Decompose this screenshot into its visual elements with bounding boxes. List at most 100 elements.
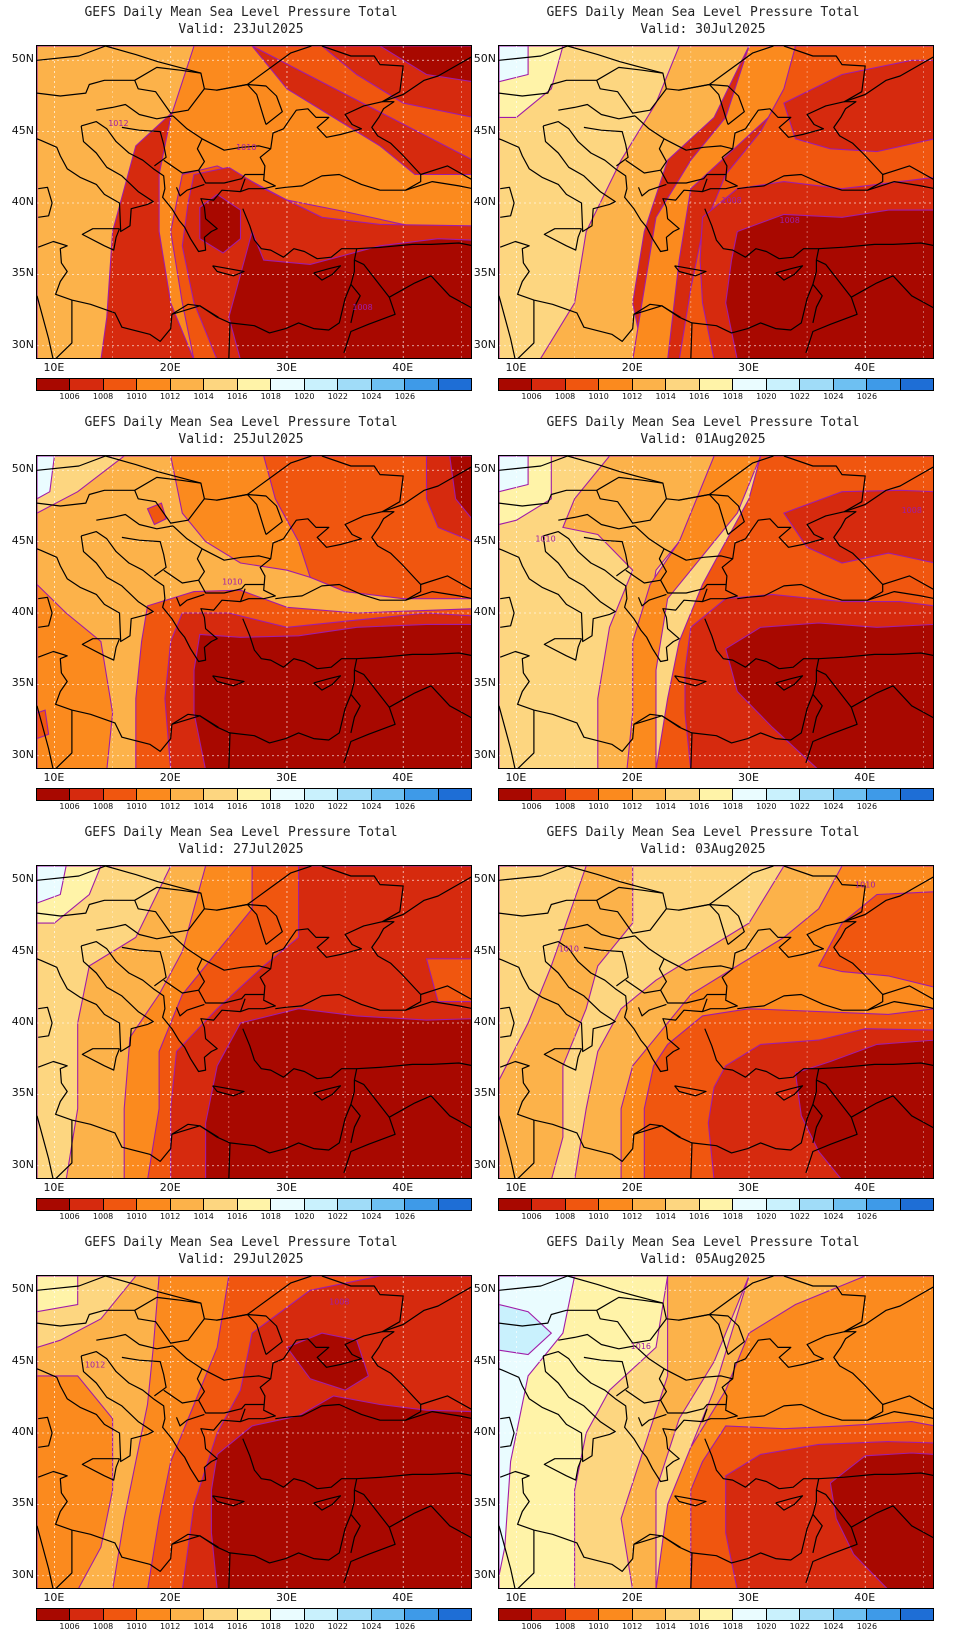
longitude-label: 20E bbox=[159, 771, 181, 784]
coastline-border bbox=[867, 1001, 933, 1011]
pressure-map-svg: 1016 bbox=[499, 1276, 933, 1588]
coastline-border bbox=[690, 732, 693, 768]
coastline-border bbox=[55, 1120, 73, 1178]
coastline-border bbox=[677, 903, 729, 945]
coastline-border bbox=[212, 1495, 245, 1507]
coastline-border bbox=[690, 322, 693, 358]
coastline-border bbox=[583, 126, 629, 167]
longitude-label: 30E bbox=[737, 1591, 759, 1604]
colorbar-swatch bbox=[632, 1609, 667, 1620]
colorbar-swatch bbox=[103, 789, 138, 800]
colorbar-label: 1016 bbox=[227, 1212, 248, 1221]
colorbar-label: 1026 bbox=[856, 1212, 878, 1221]
coastline-border bbox=[499, 1115, 516, 1178]
colorbar-swatch bbox=[237, 1609, 272, 1620]
map-panel: GEFS Daily Mean Sea Level Pressure Total… bbox=[462, 1230, 944, 1640]
latitude-label: 45N bbox=[11, 1353, 34, 1367]
coastline-border bbox=[37, 618, 358, 752]
coastline-border bbox=[134, 1310, 205, 1344]
latitude-label: 40N bbox=[11, 1015, 34, 1028]
coastline-border bbox=[543, 101, 884, 253]
colorbar-label: 1026 bbox=[394, 1622, 416, 1631]
colorbar-swatch bbox=[304, 379, 339, 390]
coastline-border bbox=[674, 1085, 707, 1097]
latitude-label: 35N bbox=[473, 1086, 496, 1100]
coastline-border bbox=[37, 1028, 358, 1162]
coastline-border bbox=[356, 1062, 471, 1070]
colorbar-swatch bbox=[766, 1199, 801, 1210]
pressure-map-svg: 1012 1010 1008 bbox=[37, 46, 471, 358]
colorbar-swatch bbox=[900, 379, 934, 390]
coastline-border bbox=[663, 958, 733, 971]
contour-label: 1008 bbox=[329, 1298, 349, 1307]
coastline-border bbox=[637, 183, 667, 197]
coastline-border bbox=[343, 1117, 396, 1174]
colorbar-swatch bbox=[371, 1199, 406, 1210]
coastline-border bbox=[500, 1006, 515, 1038]
coastline-border bbox=[892, 1095, 933, 1129]
colorbar-swatch bbox=[103, 1199, 138, 1210]
coastline-border bbox=[313, 675, 342, 691]
colorbar-label: 1020 bbox=[756, 392, 777, 401]
colorbar-label: 1006 bbox=[521, 1212, 542, 1221]
coastline-border bbox=[343, 1527, 396, 1584]
longitude-label: 20E bbox=[621, 1181, 643, 1194]
coastline-border bbox=[134, 900, 205, 934]
coastline-border bbox=[81, 1458, 121, 1481]
coastline-border bbox=[709, 866, 774, 905]
coastline-border bbox=[709, 456, 774, 495]
contour-label: 1012 bbox=[85, 1360, 105, 1369]
colorbar-label: 1006 bbox=[59, 1212, 80, 1221]
coastline-border bbox=[198, 579, 264, 594]
colorbar-swatch bbox=[170, 1609, 205, 1620]
colorbar-label: 1012 bbox=[621, 392, 643, 401]
colorbar-swatch bbox=[599, 1609, 633, 1620]
colorbar-label: 1020 bbox=[756, 802, 777, 811]
colorbar-label: 1026 bbox=[856, 802, 878, 811]
coastline-border bbox=[313, 1495, 342, 1511]
pressure-contour-fill bbox=[725, 209, 933, 358]
colorbar-swatch bbox=[699, 1609, 734, 1620]
latitude-label: 40N bbox=[473, 1425, 496, 1438]
longitude-label: 10E bbox=[505, 771, 527, 784]
pressure-contour-fill bbox=[499, 1303, 553, 1356]
colorbar-swatch bbox=[666, 1609, 700, 1620]
latitude-label: 35N bbox=[11, 266, 34, 280]
latitude-label: 35N bbox=[473, 1496, 496, 1510]
colorbar-label: 1020 bbox=[756, 1622, 777, 1631]
latitude-label: 30N bbox=[11, 337, 34, 351]
contour-label: 1010 bbox=[236, 143, 256, 152]
latitude-label: 50N bbox=[473, 872, 496, 886]
coastline-border bbox=[543, 921, 884, 1073]
coastline-border bbox=[81, 921, 422, 1073]
contour-label: 1008 bbox=[721, 196, 741, 205]
colorbar-swatch bbox=[438, 379, 472, 390]
colorbar-label: 1010 bbox=[588, 392, 609, 401]
coastline-border bbox=[596, 900, 667, 934]
latitude-label: 40N bbox=[11, 1425, 34, 1438]
colorbar-swatch bbox=[900, 1199, 934, 1210]
coastline-border bbox=[37, 66, 283, 125]
colorbar-swatch bbox=[699, 379, 734, 390]
panel-title: GEFS Daily Mean Sea Level Pressure Total bbox=[546, 415, 860, 430]
colorbar-label: 1024 bbox=[823, 392, 844, 401]
coastline-border bbox=[405, 591, 471, 601]
coastline-border bbox=[215, 903, 267, 945]
pressure-contour-fill bbox=[499, 456, 529, 493]
latitude-label: 30N bbox=[473, 1567, 496, 1581]
coastline-border bbox=[171, 305, 219, 318]
coastline-border bbox=[812, 284, 823, 324]
coastline-border bbox=[818, 242, 933, 250]
colorbar-swatch bbox=[304, 789, 339, 800]
latitude-label: 30N bbox=[11, 1567, 34, 1581]
colorbar-swatch bbox=[800, 789, 834, 800]
colorbar-label: 1016 bbox=[689, 1622, 710, 1631]
pressure-contour-fill bbox=[205, 1008, 471, 1178]
coastline-border bbox=[499, 945, 616, 1053]
coastline-border bbox=[812, 1104, 823, 1144]
coastline-border bbox=[867, 1411, 933, 1421]
coastline-border bbox=[354, 1079, 432, 1118]
coastline-border bbox=[558, 103, 636, 120]
coastline-border bbox=[37, 1525, 54, 1588]
coastline-border bbox=[81, 101, 422, 253]
